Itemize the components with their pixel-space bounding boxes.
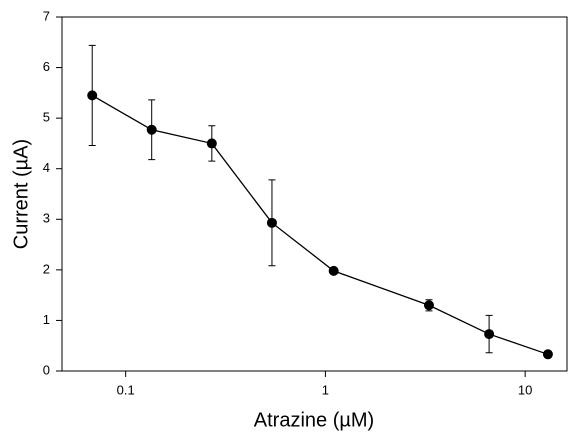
y-tick-label: 6 [43, 59, 50, 74]
plot-frame [61, 16, 568, 372]
y-tick-label: 4 [43, 160, 50, 175]
y-axis-label: Current (µA) [10, 139, 32, 249]
y-tick-label: 5 [43, 110, 50, 125]
y-tick-label: 7 [43, 8, 50, 23]
data-point [146, 124, 157, 135]
x-tick-label: 10 [518, 382, 532, 397]
y-tick-label: 0 [43, 362, 50, 377]
data-point [423, 300, 434, 311]
data-point [266, 217, 277, 228]
data-point [542, 349, 553, 360]
series-line [91, 94, 549, 355]
x-axis-label: Atrazine (µM) [254, 409, 374, 431]
data-point [484, 329, 495, 340]
data-point [206, 138, 217, 149]
data-point [87, 90, 98, 101]
x-tick-label: 0.1 [117, 382, 135, 397]
y-tick-label: 3 [43, 211, 50, 226]
data-point [328, 265, 339, 276]
y-tick-label: 2 [43, 261, 50, 276]
y-tick-label: 1 [43, 312, 50, 327]
x-tick-label: 1 [322, 382, 329, 397]
